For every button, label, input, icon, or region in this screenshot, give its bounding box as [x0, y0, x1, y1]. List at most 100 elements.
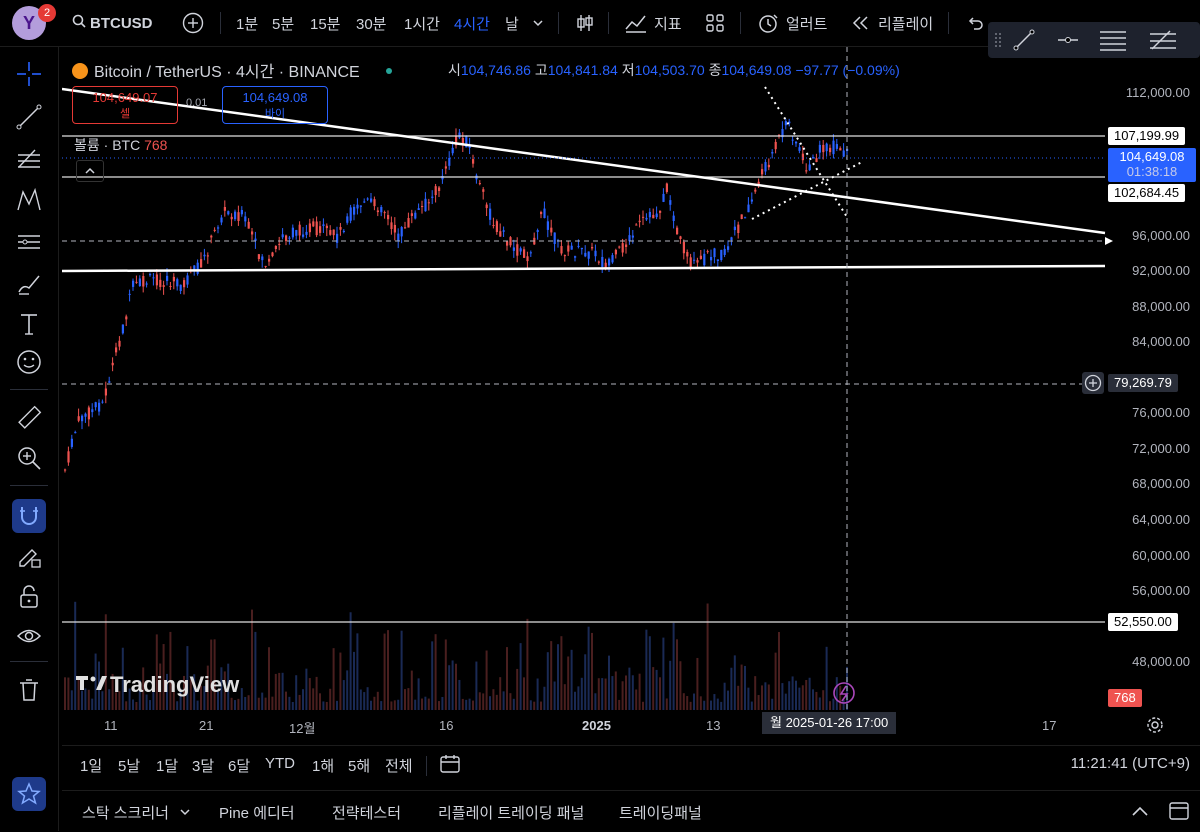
tab-strategy-tester[interactable]: 전략테스터: [332, 805, 402, 822]
hide-drawings[interactable]: [14, 621, 44, 651]
measure-tool[interactable]: [14, 403, 44, 433]
range-1m[interactable]: 1달: [156, 758, 179, 775]
btc-logo-icon: [72, 63, 88, 79]
bottom-panel-tabs: 스탁 스크리너 Pine 에디터 전략테스터 리플레이 트레이딩 패널 트레이딩…: [62, 790, 1200, 832]
candle: [448, 158, 451, 166]
interval-4h[interactable]: 4시간: [454, 0, 490, 46]
remove-drawings[interactable]: [14, 675, 44, 705]
sell-button[interactable]: 104,649.07 셀: [72, 86, 178, 124]
volume-bar: [747, 687, 750, 710]
price-axis[interactable]: 112,000.00 96,000.00 92,000.00 88,000.00…: [1106, 47, 1200, 710]
layouts-button[interactable]: [704, 0, 726, 46]
fib-retracement-icon[interactable]: [1148, 27, 1178, 53]
range-6m[interactable]: 6달: [228, 758, 251, 775]
candle: [91, 409, 94, 413]
pattern-tool[interactable]: [14, 185, 44, 215]
candle: [363, 201, 366, 203]
collapse-legend-button[interactable]: [76, 160, 104, 182]
drag-handle-icon[interactable]: [994, 32, 1002, 48]
candle: [818, 144, 821, 153]
close-value: 104,649.08: [721, 62, 792, 78]
tab-pine-editor[interactable]: Pine 에디터: [219, 805, 295, 822]
candle: [359, 205, 362, 207]
tab-trading-panel[interactable]: 트레이딩패널: [619, 805, 702, 822]
range-5d[interactable]: 5날: [118, 758, 141, 775]
volume-bar: [645, 629, 648, 710]
candle: [444, 166, 447, 169]
volume-legend[interactable]: 볼륨 · BTC 768: [74, 135, 167, 155]
magnet-tool[interactable]: [12, 499, 46, 533]
lock-all-drawings[interactable]: [14, 581, 44, 611]
current-price-value: 104,649.08: [1119, 149, 1185, 164]
lock-drawing-mode[interactable]: [14, 541, 44, 571]
volume-bar: [682, 693, 685, 710]
range-5y[interactable]: 5해: [348, 758, 371, 775]
timezone-clock[interactable]: 11:21:41 (UTC+9): [1070, 755, 1190, 772]
tab-replay-trading-panel[interactable]: 리플레이 트레이딩 패널: [438, 805, 585, 822]
replay-button[interactable]: 리플레이: [850, 0, 933, 46]
volume-bar: [696, 657, 699, 710]
volume-bar: [754, 676, 757, 710]
volume-bar: [784, 693, 787, 710]
trend-line-tool[interactable]: [14, 102, 44, 132]
crosshair-tool[interactable]: [14, 59, 44, 89]
range-1d[interactable]: 1일: [80, 758, 103, 775]
interval-1h[interactable]: 1시간: [404, 0, 440, 46]
parallel-channel-icon[interactable]: [1098, 27, 1128, 53]
interval-1d[interactable]: 날: [505, 0, 519, 46]
chevron-up-icon[interactable]: [1130, 803, 1150, 819]
chart-type-button[interactable]: [574, 0, 596, 46]
candle: [815, 158, 818, 163]
tab-screener[interactable]: 스탁 스크리너: [82, 802, 191, 823]
range-3m[interactable]: 3달: [192, 758, 215, 775]
trend-line-icon[interactable]: [1012, 28, 1036, 52]
volume-bar: [414, 699, 417, 710]
volume-bar: [410, 670, 413, 710]
interval-5m[interactable]: 5분: [272, 0, 294, 46]
candle: [414, 212, 417, 219]
volume-bar: [733, 655, 736, 710]
search-icon: [72, 14, 86, 32]
interval-dropdown[interactable]: [532, 0, 544, 46]
goto-date-button[interactable]: [438, 752, 462, 781]
prediction-tool[interactable]: [14, 227, 44, 257]
candle: [594, 250, 597, 257]
volume-bar: [74, 601, 77, 710]
interval-label: 4시간: [454, 15, 490, 33]
text-tool[interactable]: [14, 309, 44, 339]
add-alert-button[interactable]: [1082, 372, 1104, 394]
price-chart[interactable]: [62, 47, 1200, 740]
current-price-label: 104,649.08 01:38:18: [1108, 148, 1196, 182]
undo-button[interactable]: [966, 0, 984, 46]
zoom-tool[interactable]: [14, 443, 44, 473]
range-1y[interactable]: 1해: [312, 758, 335, 775]
add-symbol-button[interactable]: [182, 0, 204, 46]
volume-bar: [152, 677, 155, 710]
candle: [512, 247, 515, 251]
indicators-button[interactable]: 지표: [624, 0, 682, 46]
watchlist-button[interactable]: [12, 777, 46, 811]
fib-tool[interactable]: [14, 144, 44, 174]
volume-bar: [315, 676, 318, 710]
settings-gear-icon[interactable]: [1146, 716, 1164, 734]
interval-15m[interactable]: 15분: [310, 0, 341, 46]
horizontal-ray-icon[interactable]: [1056, 28, 1080, 52]
time-axis[interactable]: 11 21 12월 16 2025 13 17 월 2025-01-26 17:…: [62, 710, 1200, 740]
brush-tool[interactable]: [14, 269, 44, 299]
volume-bar: [771, 698, 774, 710]
candle: [193, 265, 196, 270]
range-all[interactable]: 전체: [385, 758, 413, 775]
volume-bar: [825, 646, 828, 710]
candle: [169, 285, 172, 287]
chart-legend[interactable]: Bitcoin / TetherUS · 4시간 · BINANCE: [72, 58, 393, 82]
range-ytd[interactable]: YTD: [265, 755, 295, 772]
symbol-search[interactable]: BTCUSD: [72, 0, 153, 46]
interval-1m[interactable]: 1분: [236, 0, 258, 46]
candle: [502, 230, 505, 232]
maximize-panel-icon[interactable]: [1168, 801, 1190, 821]
volume-bar: [359, 689, 362, 710]
emoji-tool[interactable]: [14, 347, 44, 377]
alert-button[interactable]: 얼러트: [756, 0, 827, 46]
interval-30m[interactable]: 30분: [356, 0, 387, 46]
buy-button[interactable]: 104,649.08 바이: [222, 86, 328, 124]
